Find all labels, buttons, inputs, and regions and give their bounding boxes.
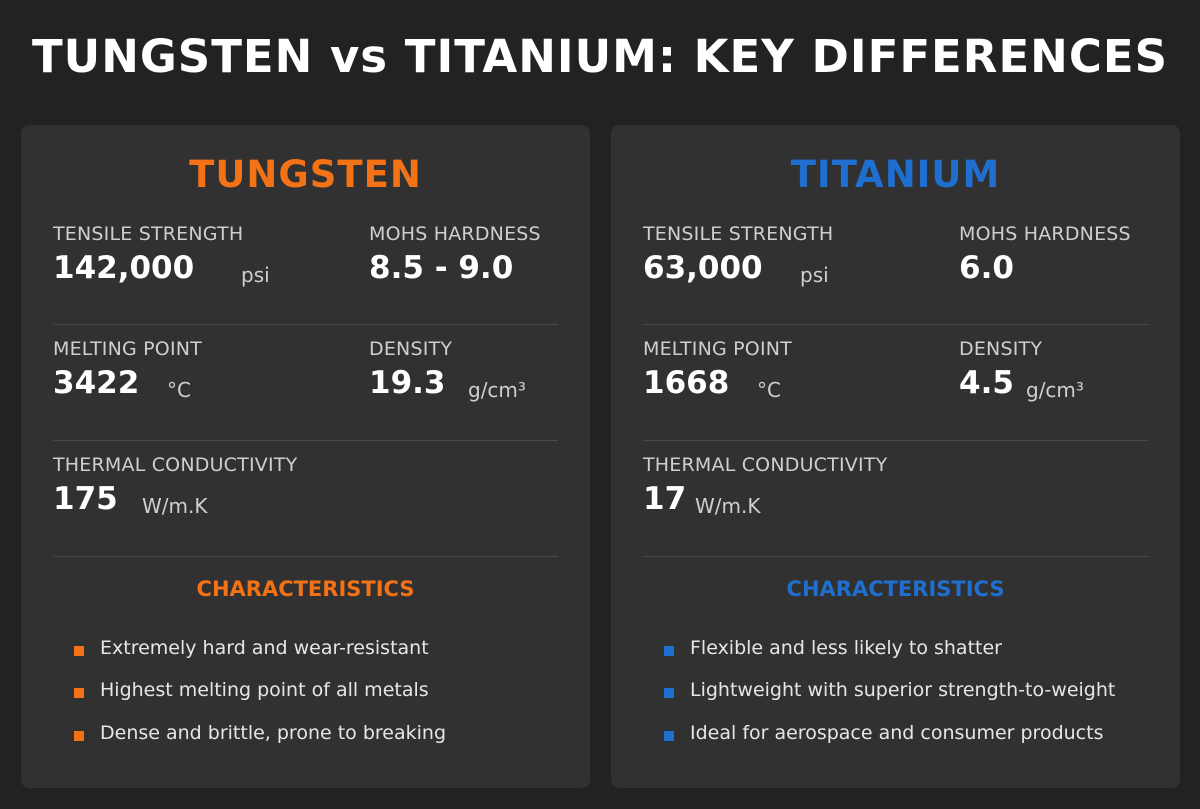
tungsten-characteristics-heading: CHARACTERISTICS	[196, 577, 415, 601]
titanium-mohs-label: MOHS HARDNESS	[959, 223, 1131, 245]
titanium-density-value: 4.5	[959, 365, 1014, 401]
tungsten-melting-label: MELTING POINT	[53, 338, 202, 360]
bullet-icon	[664, 688, 674, 698]
bullet-icon	[74, 731, 84, 741]
titanium-tensile-unit: psi	[800, 263, 829, 287]
titanium-characteristic-item: Ideal for aerospace and consumer product…	[690, 722, 1104, 744]
titanium-characteristic-item: Lightweight with superior strength-to-we…	[690, 679, 1116, 701]
tungsten-density-label: DENSITY	[369, 338, 453, 360]
titanium-characteristic-item: Flexible and less likely to shatter	[690, 637, 1002, 659]
divider	[643, 556, 1148, 557]
tungsten-thermal-unit: W/m.K	[142, 494, 208, 518]
tungsten-density-value: 19.3	[369, 365, 446, 401]
tungsten-mohs-value: 8.5 - 9.0	[369, 250, 514, 286]
titanium-tensile-value: 63,000	[643, 250, 763, 286]
tungsten-characteristic-item: Highest melting point of all metals	[100, 679, 429, 701]
titanium-card: TITANIUM TENSILE STRENGTH 63,000 psi MOH…	[611, 125, 1180, 788]
page-title: TUNGSTEN vs TITANIUM: KEY DIFFERENCES	[31, 30, 1169, 83]
tungsten-melting-unit: °C	[167, 378, 191, 402]
titanium-density-label: DENSITY	[959, 338, 1043, 360]
tungsten-mohs-label: MOHS HARDNESS	[369, 223, 541, 245]
divider	[643, 440, 1148, 441]
tungsten-melting-value: 3422	[53, 365, 140, 401]
titanium-thermal-label: THERMAL CONDUCTIVITY	[643, 454, 888, 476]
divider	[53, 440, 558, 441]
divider	[53, 556, 558, 557]
titanium-mohs-value: 6.0	[959, 250, 1014, 286]
titanium-density-unit: g/cm³	[1026, 378, 1084, 402]
titanium-melting-unit: °C	[757, 378, 781, 402]
tungsten-tensile-value: 142,000	[53, 250, 195, 286]
titanium-melting-value: 1668	[643, 365, 730, 401]
bullet-icon	[74, 646, 84, 656]
divider	[643, 324, 1148, 325]
titanium-melting-label: MELTING POINT	[643, 338, 792, 360]
tungsten-card: TUNGSTEN TENSILE STRENGTH 142,000 psi MO…	[21, 125, 590, 788]
tungsten-tensile-unit: psi	[241, 263, 270, 287]
bullet-icon	[664, 646, 674, 656]
titanium-characteristics-heading: CHARACTERISTICS	[786, 577, 1005, 601]
tungsten-thermal-value: 175	[53, 481, 118, 517]
titanium-thermal-unit: W/m.K	[695, 494, 761, 518]
tungsten-density-unit: g/cm³	[468, 378, 526, 402]
bullet-icon	[74, 688, 84, 698]
tungsten-thermal-label: THERMAL CONDUCTIVITY	[53, 454, 298, 476]
titanium-tensile-label: TENSILE STRENGTH	[643, 223, 834, 245]
divider	[53, 324, 558, 325]
tungsten-tensile-label: TENSILE STRENGTH	[53, 223, 244, 245]
tungsten-characteristic-item: Extremely hard and wear-resistant	[100, 637, 429, 659]
titanium-thermal-value: 17	[643, 481, 687, 517]
titanium-title: TITANIUM	[790, 153, 1001, 196]
tungsten-title: TUNGSTEN	[189, 153, 422, 196]
tungsten-characteristic-item: Dense and brittle, prone to breaking	[100, 722, 447, 744]
bullet-icon	[664, 731, 674, 741]
